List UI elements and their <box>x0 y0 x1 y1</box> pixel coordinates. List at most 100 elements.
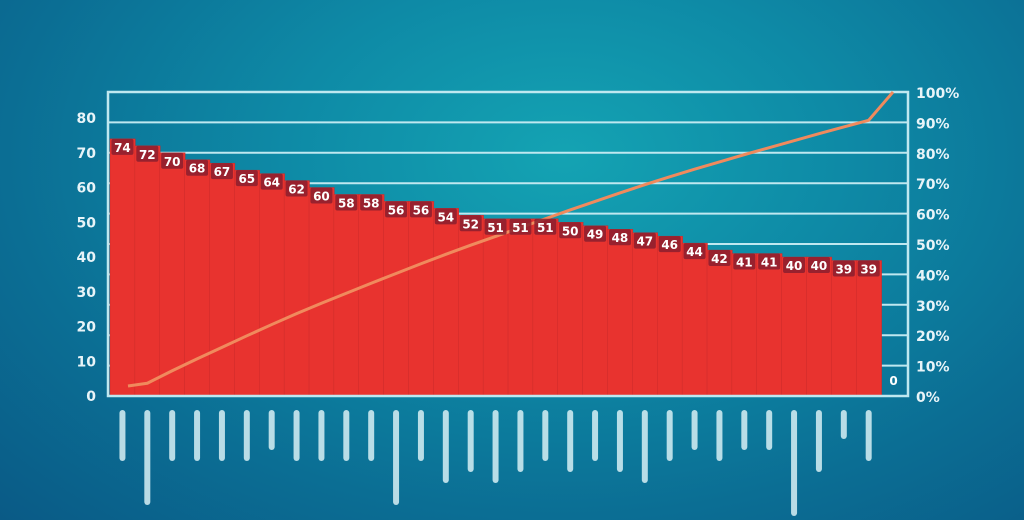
y-tick-label: 50 <box>77 215 97 231</box>
value-label-bg <box>584 225 607 242</box>
y-tick-label: 0 <box>86 389 96 405</box>
value-label: 51 <box>487 221 504 235</box>
y2-tick-label: 100% <box>916 86 959 102</box>
value-label-bg <box>136 145 159 162</box>
bar <box>358 194 385 397</box>
bar <box>109 138 136 397</box>
bar <box>433 208 459 397</box>
category-label-16 <box>492 410 499 483</box>
plot-border <box>106 90 910 398</box>
bar <box>607 228 634 397</box>
value-label: 60 <box>313 190 330 204</box>
value-label-bg <box>708 250 731 267</box>
value-label: 41 <box>736 256 753 270</box>
category-label-10 <box>343 410 350 461</box>
value-label-bg <box>210 163 233 180</box>
y-tick-label: 40 <box>77 250 97 266</box>
value-label-bg <box>111 138 134 155</box>
category-label-6 <box>243 410 250 461</box>
bar <box>756 253 783 397</box>
category-label-1 <box>119 410 126 461</box>
y-tick-label: 60 <box>77 181 97 197</box>
value-label-bg <box>608 229 631 246</box>
category-label-18 <box>542 410 549 461</box>
value-label-bg <box>783 257 806 273</box>
bar <box>681 242 708 397</box>
bar <box>806 256 833 397</box>
bar <box>781 256 808 397</box>
category-label-15 <box>467 410 474 472</box>
category-label-26 <box>741 410 748 450</box>
category-label-5 <box>218 410 225 461</box>
category-label-2 <box>144 410 151 505</box>
value-label-bg <box>658 236 681 253</box>
bar <box>134 145 161 397</box>
value-label: 65 <box>238 172 255 186</box>
y2-tick-label: 70% <box>916 177 950 193</box>
value-label: 58 <box>338 196 355 210</box>
bar <box>532 218 559 397</box>
value-label-bg <box>832 260 855 277</box>
value-label-bg <box>459 215 482 232</box>
bar <box>482 218 509 397</box>
value-label: 0 <box>889 374 897 388</box>
value-label-bg <box>360 194 383 211</box>
category-label-13 <box>417 410 424 461</box>
value-label: 62 <box>288 183 305 197</box>
y2-tick-label: 20% <box>916 329 950 345</box>
value-label: 72 <box>139 148 156 162</box>
value-label-bg <box>758 253 781 270</box>
value-label: 58 <box>363 196 380 210</box>
category-label-30 <box>840 410 847 439</box>
value-label-bg <box>633 232 656 249</box>
y2-tick-label: 50% <box>916 238 950 254</box>
y2-tick-label: 30% <box>916 299 950 315</box>
value-label-bg <box>559 222 582 239</box>
category-label-21 <box>616 410 623 472</box>
category-label-31 <box>865 410 872 461</box>
value-label-bg <box>683 243 706 260</box>
category-label-24 <box>691 410 698 450</box>
y-axis-right: 0% 10% 20% 30% 40% 50% 60% 70% 80% 90% 100% <box>916 86 959 406</box>
y-tick-label: 20 <box>77 320 97 336</box>
bar <box>159 152 186 397</box>
bar <box>856 260 882 397</box>
value-label: 56 <box>388 203 405 217</box>
value-label-bg <box>260 173 283 190</box>
category-label-12 <box>393 410 400 505</box>
x-axis-categories <box>119 410 872 516</box>
y2-tick-label: 40% <box>916 268 950 284</box>
value-label-bg <box>509 218 532 235</box>
category-label-23 <box>666 410 673 461</box>
category-label-17 <box>517 410 524 472</box>
value-label: 46 <box>661 238 678 252</box>
value-label: 54 <box>437 210 454 224</box>
bar <box>408 201 435 397</box>
value-label: 41 <box>761 256 778 270</box>
value-label: 68 <box>189 162 206 176</box>
category-label-22 <box>641 410 648 483</box>
value-label-bg <box>534 218 557 235</box>
value-label-bg <box>733 253 756 270</box>
value-label: 70 <box>164 155 181 169</box>
value-label-bg <box>310 187 333 204</box>
value-label-bg <box>335 194 358 211</box>
value-label: 40 <box>786 259 803 273</box>
value-label: 74 <box>114 141 131 155</box>
value-label-bg <box>484 218 507 235</box>
value-label-bg <box>285 180 308 197</box>
category-label-11 <box>368 410 375 461</box>
y-tick-label: 10 <box>77 354 97 370</box>
category-label-7 <box>268 410 275 450</box>
cumulative-percent-line <box>127 91 895 388</box>
y2-tick-label: 90% <box>916 116 950 132</box>
value-label: 50 <box>562 224 579 238</box>
value-label-bg <box>161 152 184 169</box>
category-label-8 <box>293 410 300 461</box>
value-label: 44 <box>686 245 703 259</box>
bar <box>259 173 285 397</box>
category-label-28 <box>791 410 798 516</box>
value-label-bg <box>385 201 408 218</box>
y2-tick-label: 10% <box>916 360 950 376</box>
